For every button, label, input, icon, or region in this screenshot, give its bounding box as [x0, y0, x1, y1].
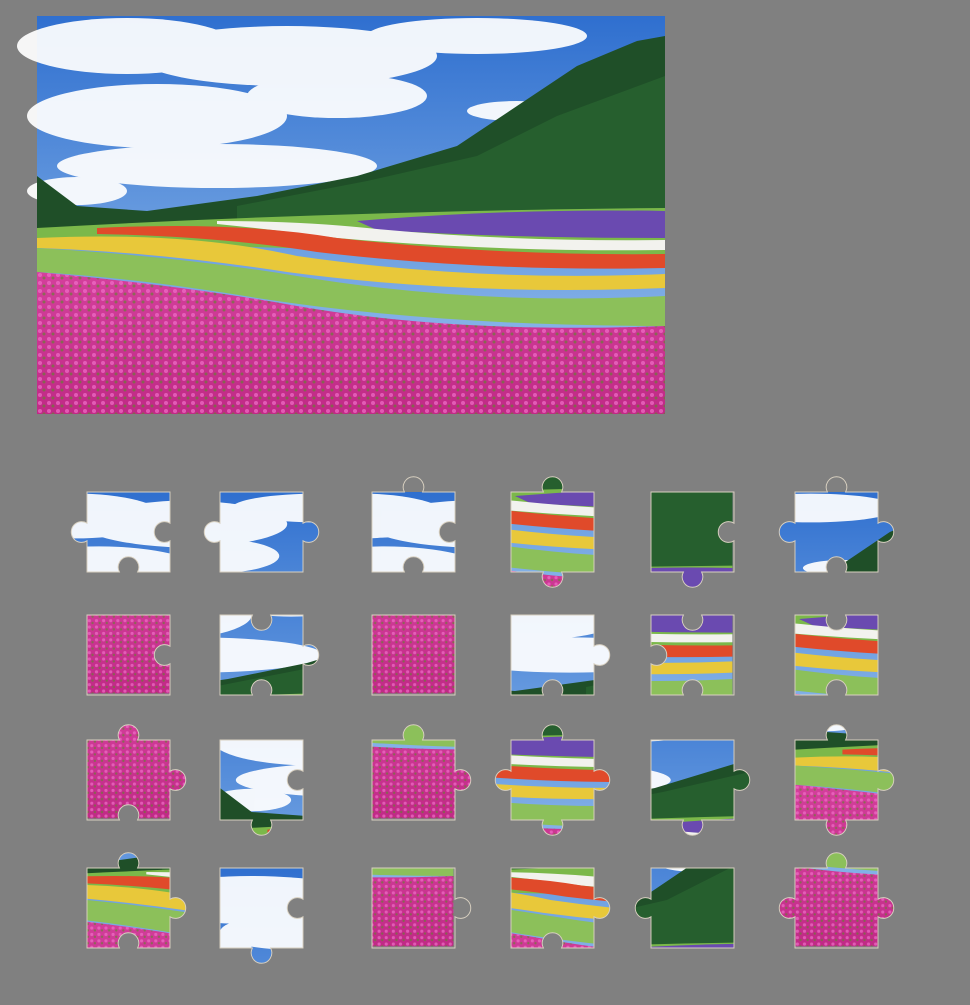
puzzle-piece[interactable]	[303, 788, 815, 1005]
puzzle-piece[interactable]	[246, 332, 758, 650]
puzzle-piece[interactable]	[530, 455, 970, 773]
puzzle-piece[interactable]	[779, 580, 970, 898]
puzzle-piece[interactable]	[273, 476, 785, 811]
puzzle-piece[interactable]	[0, 491, 500, 810]
puzzle-piece[interactable]	[38, 867, 550, 1005]
puzzle-piece[interactable]	[0, 628, 472, 949]
puzzle-piece[interactable]	[329, 708, 841, 1005]
puzzle-piece[interactable]	[0, 708, 500, 1005]
puzzle-pieces	[0, 332, 970, 1005]
puzzle-piece[interactable]	[220, 455, 735, 773]
reference-image	[17, 16, 665, 414]
puzzle-piece[interactable]	[38, 535, 550, 853]
puzzle-piece[interactable]	[0, 500, 500, 821]
puzzle-piece[interactable]	[204, 660, 716, 978]
puzzle-piece[interactable]	[163, 580, 675, 898]
puzzle-piece[interactable]	[220, 412, 735, 730]
puzzle-piece[interactable]	[386, 660, 898, 978]
puzzle-piece[interactable]	[71, 375, 583, 696]
puzzle-piece[interactable]	[190, 375, 702, 696]
puzzle-piece[interactable]	[0, 491, 467, 810]
puzzle-piece[interactable]	[530, 628, 970, 949]
puzzle-piece[interactable]	[447, 476, 959, 811]
puzzle-piece[interactable]	[24, 500, 536, 821]
puzzle-piece[interactable]	[412, 535, 924, 853]
